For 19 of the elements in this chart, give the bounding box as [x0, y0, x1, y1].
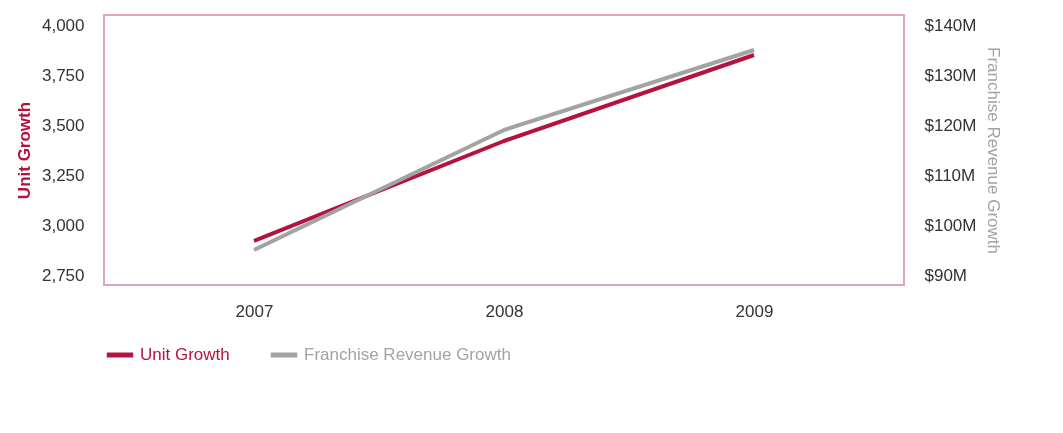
x-tick-label: 2008	[485, 301, 524, 321]
y2-tick-label: $100M	[924, 215, 977, 235]
y2-tick-label: $90M	[924, 265, 968, 285]
y-axis-title: Unit Growth	[14, 101, 34, 200]
y-tick-label: 2,750	[41, 265, 85, 285]
legend-label: Franchise Revenue Growth	[304, 345, 511, 364]
y2-tick-label: $110M	[924, 165, 976, 185]
y2-tick-label: $130M	[924, 65, 977, 85]
y-tick-label: 3,500	[41, 115, 85, 135]
y2-axis-title: Franchise Revenue Growth	[984, 47, 1004, 254]
x-tick-label: 2007	[235, 301, 274, 321]
y-tick-label: 3,000	[41, 215, 85, 235]
y2-tick-label: $120M	[924, 115, 977, 135]
x-tick-label: 2009	[735, 301, 774, 321]
legend-label: Unit Growth	[140, 345, 230, 364]
y2-tick-label: $140M	[924, 15, 977, 35]
y-tick-label: 3,250	[41, 165, 85, 185]
y-tick-label: 3,750	[41, 65, 85, 85]
y-tick-label: 4,000	[41, 15, 85, 35]
